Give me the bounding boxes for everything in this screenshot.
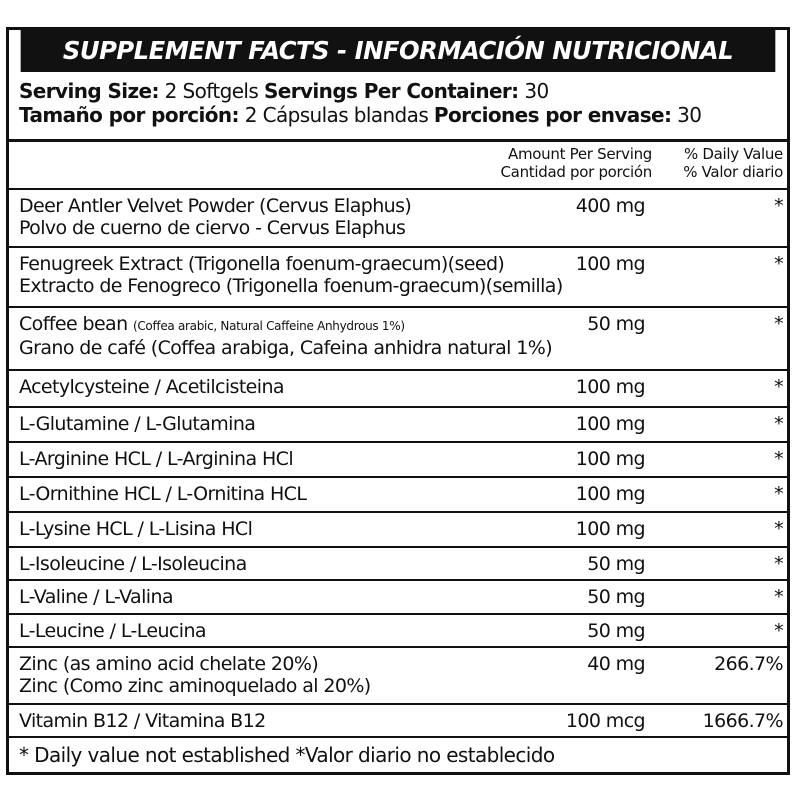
ingredient-name: L-Lysine HCL / L-Lisina HCl <box>19 518 253 540</box>
ingredient-name: L-Arginine HCL / L-Arginina HCl <box>19 448 294 470</box>
daily-value: * <box>774 518 784 540</box>
serving-es: Tamaño por porción: 2 Cápsulas blandas P… <box>19 103 702 127</box>
daily-value: * <box>774 195 784 217</box>
daily-value: * <box>774 586 784 608</box>
ingredient-row: L-Glutamine / L-Glutamina 100 mg * <box>9 406 787 441</box>
daily-value: * <box>774 483 784 505</box>
ingredient-row: Acetylcysteine / Acetilcisteina 100 mg * <box>9 369 787 406</box>
footnote-row: * Daily value not established *Valor dia… <box>9 736 787 772</box>
ingredient-row: L-Isoleucine / L-Isoleucina 50 mg * <box>9 546 787 579</box>
label-title: SUPPLEMENT FACTS - INFORMACIÓN NUTRICION… <box>20 30 776 72</box>
ingredient-row: L-Lysine HCL / L-Lisina HCl 100 mg * <box>9 511 787 546</box>
ingredient-row: Deer Antler Velvet Powder (Cervus Elaphu… <box>9 188 787 246</box>
daily-value: * <box>774 313 784 335</box>
ingredient-name: L-Leucine / L-Leucina <box>19 620 207 642</box>
ingredient-name: Coffee bean (Coffea arabic, Natural Caff… <box>19 313 553 359</box>
amount: 50 mg <box>587 586 645 608</box>
ingredient-row: Zinc (as amino acid chelate 20%) Zinc (Co… <box>9 646 787 703</box>
ingredient-name: Zinc (as amino acid chelate 20%) Zinc (Co… <box>19 653 371 697</box>
daily-value: * <box>774 253 784 275</box>
ingredient-row: L-Valine / L-Valina 50 mg * <box>9 579 787 613</box>
daily-value: * <box>774 448 784 470</box>
ingredient-row: Coffee bean (Coffea arabic, Natural Caff… <box>9 306 787 369</box>
amount-header: Amount Per Serving Cantidad por porción <box>500 145 653 181</box>
daily-value: * <box>774 553 784 575</box>
ingredient-row: Vitamin B12 / Vitamina B12 100 mcg 1666.7% <box>9 703 787 736</box>
amount: 50 mg <box>587 313 645 335</box>
amount: 100 mg <box>575 448 646 470</box>
ingredient-row: L-Ornithine HCL / L-Ornitina HCL 100 mg * <box>9 476 787 511</box>
serving-en: Serving Size: 2 Softgels Servings Per Co… <box>19 79 549 103</box>
daily-value: 266.7% <box>714 653 783 675</box>
ingredient-name: L-Valine / L-Valina <box>19 586 174 608</box>
daily-value: 1666.7% <box>702 710 784 732</box>
ingredient-row: L-Leucine / L-Leucina 50 mg * <box>9 613 787 646</box>
footnote: * Daily value not established *Valor dia… <box>19 743 555 767</box>
serving-info: Serving Size: 2 Softgels Servings Per Co… <box>9 72 787 136</box>
ingredient-name: Vitamin B12 / Vitamina B12 <box>19 710 266 732</box>
amount: 50 mg <box>587 620 645 642</box>
ingredient-name: L-Glutamine / L-Glutamina <box>19 413 256 435</box>
supplement-facts-label: SUPPLEMENT FACTS - INFORMACIÓN NUTRICION… <box>6 27 790 775</box>
amount: 100 mcg <box>565 710 646 732</box>
column-header: Amount Per Serving Cantidad por porción %… <box>9 139 787 188</box>
amount: 100 mg <box>575 518 646 540</box>
ingredient-row: Fenugreek Extract (Trigonella foenum-gra… <box>9 246 787 306</box>
daily-value: * <box>774 620 784 642</box>
ingredient-name: Acetylcysteine / Acetilcisteina <box>19 376 285 398</box>
daily-value: * <box>774 413 784 435</box>
dv-header: % Daily Value% Valor diario <box>683 145 783 181</box>
ingredient-row: L-Arginine HCL / L-Arginina HCl 100 mg * <box>9 441 787 476</box>
amount: 50 mg <box>587 553 645 575</box>
ingredient-name: L-Ornithine HCL / L-Ornitina HCL <box>19 483 307 505</box>
amount: 100 mg <box>575 376 646 398</box>
daily-value: * <box>774 376 784 398</box>
amount: 40 mg <box>587 653 645 675</box>
ingredient-name: Fenugreek Extract (Trigonella foenum-gra… <box>19 253 563 297</box>
ingredient-name: L-Isoleucine / L-Isoleucina <box>19 553 247 575</box>
ingredient-name: Deer Antler Velvet Powder (Cervus Elaphu… <box>19 195 412 239</box>
amount: 100 mg <box>575 483 646 505</box>
amount: 100 mg <box>575 253 646 275</box>
amount: 100 mg <box>575 413 646 435</box>
amount: 400 mg <box>575 195 646 217</box>
